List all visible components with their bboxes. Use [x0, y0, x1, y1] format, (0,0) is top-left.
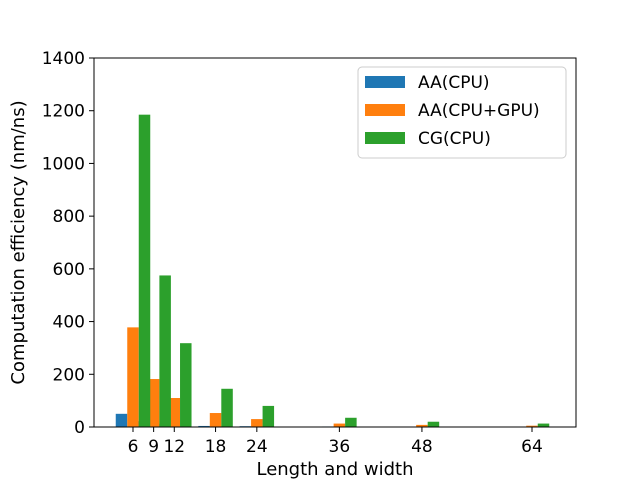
x-tick-label: 48	[411, 437, 433, 457]
y-tick-label: 800	[53, 207, 85, 227]
bar-cg-cpu-36	[345, 418, 357, 427]
x-tick-label: 9	[148, 437, 159, 457]
legend: AA(CPU) AA(CPU+GPU) CG(CPU)	[358, 67, 566, 158]
bar-cg-cpu-12	[180, 343, 192, 427]
x-tick-label: 36	[329, 437, 351, 457]
legend-label-cg-cpu: CG(CPU)	[418, 129, 491, 149]
bar-aa-cpu-6	[116, 414, 128, 427]
y-tick-label: 600	[53, 260, 85, 280]
bar-cg-cpu-18	[221, 389, 233, 427]
y-axis: 0 200 400 600 800 1000 1200 1400	[42, 49, 94, 438]
x-tick-label: 18	[205, 437, 227, 457]
bar-cg-cpu-24	[263, 406, 275, 427]
bar-cg-cpu-9	[159, 275, 171, 427]
x-tick-label: 12	[163, 437, 185, 457]
y-tick-label: 1400	[42, 49, 85, 69]
legend-label-aa-cpu: AA(CPU)	[418, 73, 490, 93]
bar-aa-cpu-gpu-18	[210, 413, 222, 427]
y-tick-label: 1200	[42, 102, 85, 122]
bar-cg-cpu-64	[538, 424, 550, 427]
y-tick-label: 200	[53, 365, 85, 385]
y-tick-label: 400	[53, 313, 85, 333]
legend-swatch-aa-cpu	[365, 76, 405, 88]
x-tick-label: 64	[521, 437, 543, 457]
bar-aa-cpu-gpu-6	[127, 327, 139, 427]
y-tick-label: 1000	[42, 154, 85, 174]
legend-swatch-cg-cpu	[365, 132, 405, 144]
legend-label-aa-cpu-gpu: AA(CPU+GPU)	[418, 101, 540, 121]
x-axis-label: Length and width	[256, 459, 413, 480]
y-axis-label: Computation efficiency (nm/ns)	[8, 100, 29, 384]
bar-cg-cpu-6	[139, 115, 151, 427]
bar-cg-cpu-48	[428, 422, 440, 427]
bars-layer	[116, 115, 550, 427]
y-tick-label: 0	[74, 418, 85, 438]
x-tick-label: 24	[246, 437, 268, 457]
x-tick-label: 6	[128, 437, 139, 457]
bar-aa-cpu-gpu-36	[334, 424, 346, 427]
bar-aa-cpu-gpu-24	[251, 419, 263, 427]
legend-swatch-aa-cpu-gpu	[365, 104, 405, 116]
